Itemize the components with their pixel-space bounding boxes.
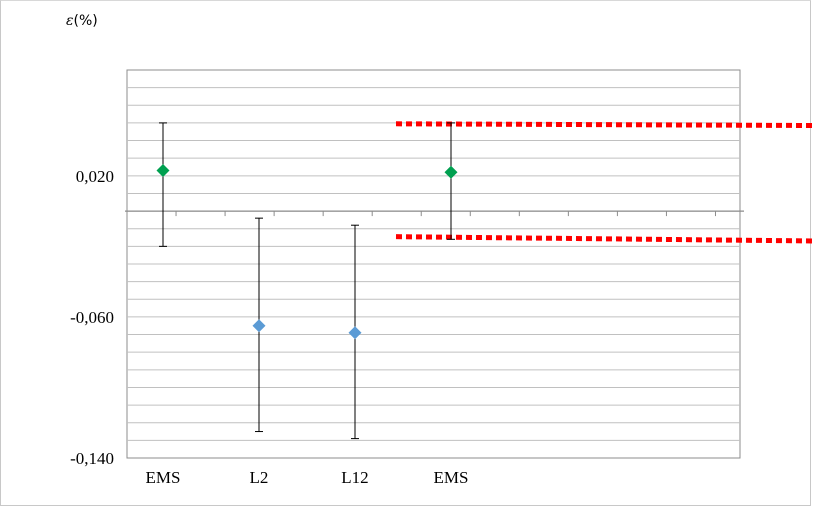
reference-line (395, 121, 813, 129)
data-point-marker (444, 165, 458, 179)
y-tick-label: -0,140 (70, 449, 114, 468)
x-category-label: EMS (434, 468, 469, 487)
data-point-marker (252, 319, 266, 333)
y-tick-label: 0,020 (76, 167, 114, 186)
y-axis-title: ε(%) (66, 13, 98, 29)
x-category-label: L2 (250, 468, 269, 487)
y-axis-unit: (%) (73, 13, 98, 29)
x-category-label: EMS (146, 468, 181, 487)
data-point-marker (348, 326, 362, 340)
reference-line (395, 234, 813, 244)
y-tick-label: -0,060 (70, 308, 114, 327)
data-point-marker (156, 164, 170, 178)
y-axis-symbol: ε (66, 13, 74, 29)
x-category-label: L12 (341, 468, 368, 487)
